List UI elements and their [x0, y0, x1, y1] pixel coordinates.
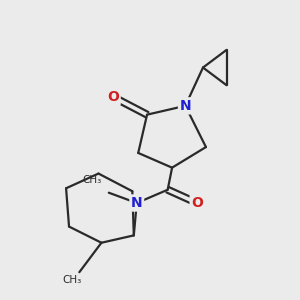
Text: O: O — [191, 196, 203, 210]
Text: CH₃: CH₃ — [82, 175, 101, 185]
Text: N: N — [131, 196, 142, 210]
Text: CH₃: CH₃ — [62, 275, 82, 285]
Text: O: O — [107, 90, 119, 104]
Text: N: N — [179, 99, 191, 113]
